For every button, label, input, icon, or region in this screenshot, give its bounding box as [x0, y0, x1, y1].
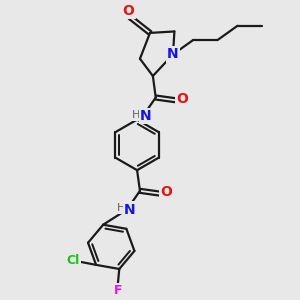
Text: H: H [132, 110, 141, 120]
Text: Cl: Cl [67, 254, 80, 267]
Text: N: N [167, 47, 179, 61]
Text: O: O [122, 4, 134, 18]
Text: N: N [140, 109, 152, 123]
Text: F: F [114, 284, 123, 297]
Text: O: O [160, 185, 172, 199]
Text: N: N [124, 202, 136, 217]
Text: H: H [116, 203, 125, 213]
Text: O: O [176, 92, 188, 106]
